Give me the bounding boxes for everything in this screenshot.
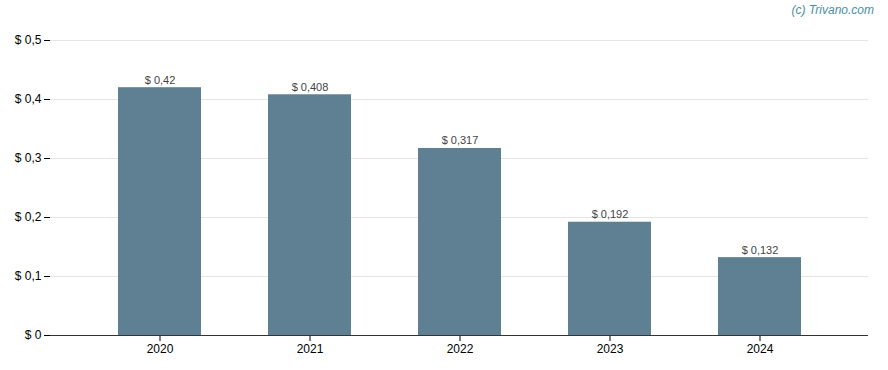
svg-text:$ 0,42: $ 0,42 [145,74,176,86]
svg-text:$ 0,408: $ 0,408 [292,81,329,93]
svg-text:$ 0,4: $ 0,4 [15,92,42,106]
html-text:(c) Trivano.com: (c) Trivano.com [791,3,874,17]
svg-text:$ 0,3: $ 0,3 [15,151,42,165]
svg-text:$ 0,1: $ 0,1 [15,269,42,283]
svg-text:$ 0,192: $ 0,192 [592,208,629,220]
svg-text:$ 0,317: $ 0,317 [442,134,479,146]
svg-text:$ 0,2: $ 0,2 [15,210,42,224]
svg-text:2023: 2023 [597,342,624,356]
svg-text:2021: 2021 [297,342,324,356]
svg-text:$ 0,5: $ 0,5 [15,33,42,47]
svg-text:2022: 2022 [447,342,474,356]
svg-text:2020: 2020 [147,342,174,356]
svg-text:$ 0,132: $ 0,132 [742,244,779,256]
svg-text:2024: 2024 [747,342,774,356]
svg-text:$ 0: $ 0 [25,328,42,342]
